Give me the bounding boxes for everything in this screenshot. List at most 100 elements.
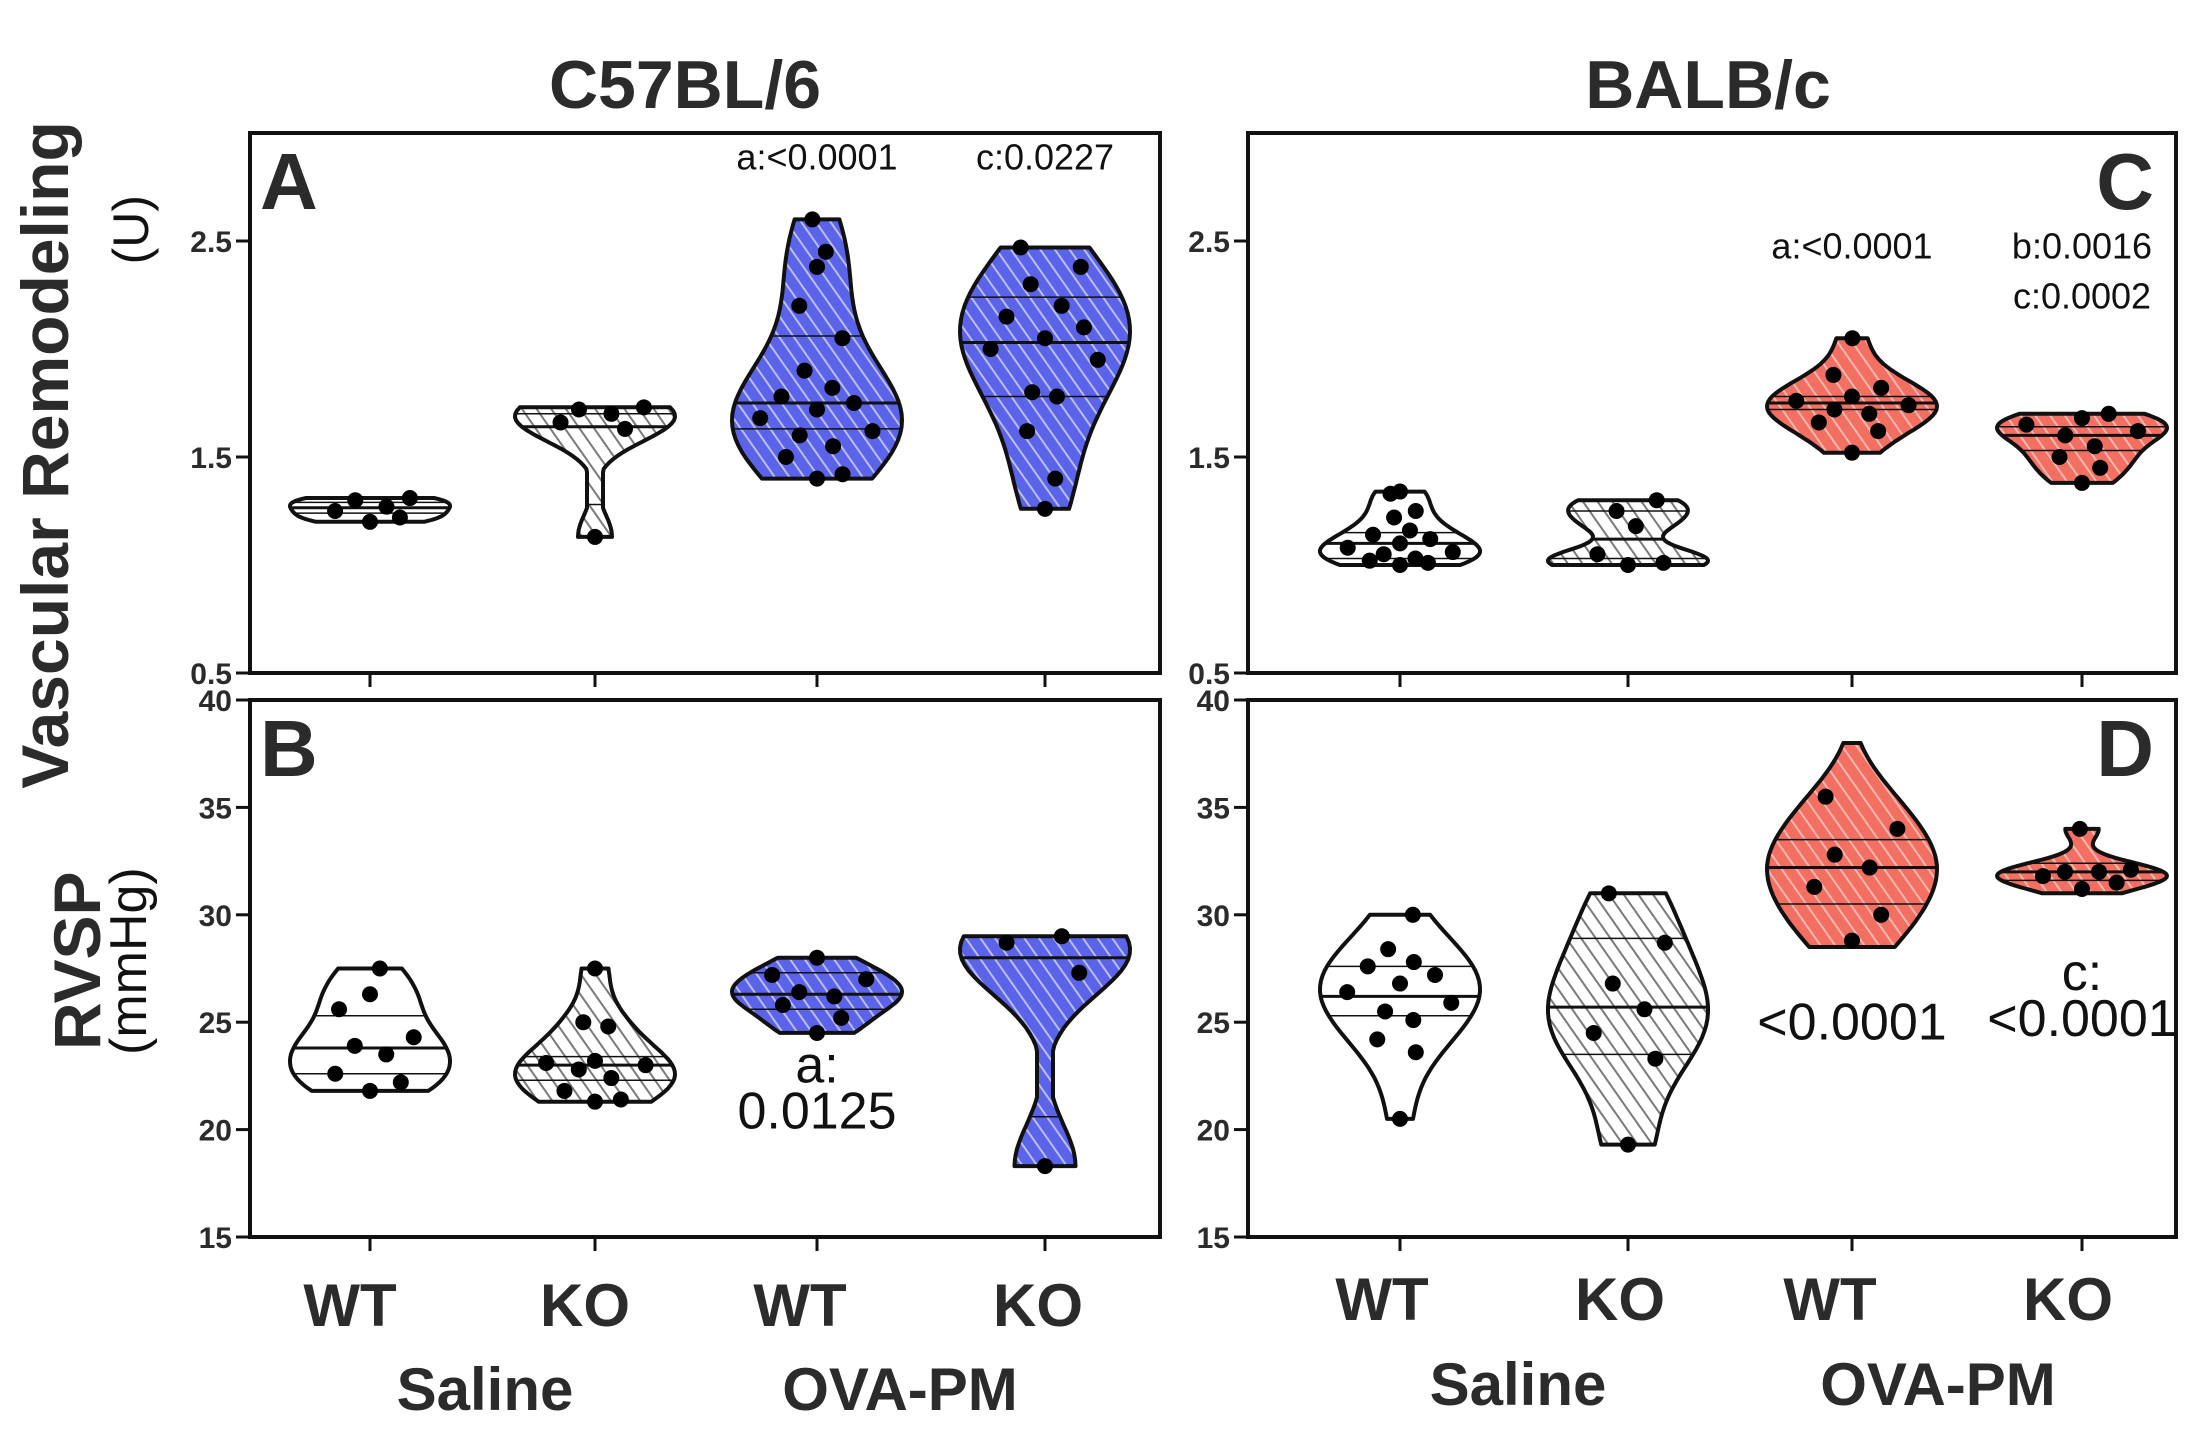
data-point (1392, 535, 1408, 552)
data-point (998, 934, 1015, 951)
data-point (1386, 509, 1403, 526)
violin-body (1765, 741, 1939, 949)
data-point (1022, 276, 1039, 293)
x-label-ko-ova-c57: KO (993, 1272, 1083, 1339)
y-tick-label: 35 (199, 792, 232, 825)
violin-ko-ova-pm (958, 928, 1132, 1175)
data-point (1427, 966, 1444, 983)
data-point (1419, 554, 1436, 571)
data-point (809, 258, 825, 275)
data-point (1089, 351, 1106, 368)
data-point (1870, 423, 1887, 440)
data-point (2108, 874, 2125, 891)
x-axis-labels-c57: WT KO WT KO Saline OVA-PM (303, 1272, 1083, 1423)
data-point (2122, 861, 2139, 878)
data-point (371, 960, 388, 977)
data-point (1365, 526, 1382, 543)
data-point (1369, 1031, 1386, 1048)
panel-letter: A (260, 137, 318, 226)
violin-body (1318, 489, 1482, 567)
violin-wt-saline (1318, 483, 1482, 573)
y-tick-label: 1.5 (1188, 442, 1230, 475)
data-point (774, 997, 791, 1014)
data-point (587, 960, 603, 977)
y-tick-label: 30 (1197, 900, 1230, 933)
data-point (1377, 1003, 1394, 1020)
data-point (1608, 503, 1625, 519)
data-point (603, 1070, 620, 1087)
data-point (587, 528, 603, 545)
violin-body (513, 966, 677, 1104)
data-point (1392, 483, 1408, 500)
violin-body (288, 966, 452, 1093)
data-point (1656, 934, 1673, 951)
data-point (570, 401, 587, 418)
p-value-annotation: c:0.0002 (2013, 275, 2151, 316)
data-point (1401, 522, 1418, 539)
data-point (587, 1052, 603, 1069)
y-tick-label: 40 (199, 685, 232, 718)
data-point (1604, 975, 1621, 992)
condition-label-ova-balb: OVA-PM (1820, 1351, 2056, 1418)
data-point (2034, 868, 2051, 885)
panel-b: 15 20 25 30 35 40 Ba:0.0125 (199, 685, 1162, 1255)
y-axis-unit-bottom: (mmHg) (100, 867, 158, 1055)
data-point (1053, 297, 1070, 314)
violin-body (1546, 498, 1710, 567)
data-point (1405, 1012, 1422, 1029)
data-point (1806, 878, 1823, 895)
data-point (834, 466, 851, 483)
p-value-annotation: <0.0001 (1987, 990, 2176, 1048)
y-tick-label: 20 (1197, 1115, 1230, 1148)
violin-wt-saline (288, 490, 452, 530)
data-point (1600, 885, 1617, 902)
data-point (1620, 1136, 1636, 1153)
violin-body (730, 217, 904, 481)
data-point (2091, 863, 2108, 880)
y-axis-unit-top: (U) (103, 195, 159, 264)
p-value-annotation: <0.0001 (1757, 993, 1946, 1051)
data-point (1359, 958, 1376, 975)
data-point (1071, 964, 1088, 981)
x-label-wt-ova-balb: WT (1783, 1266, 1876, 1333)
data-point (804, 211, 821, 228)
data-point (1407, 503, 1424, 519)
data-point (362, 1082, 378, 1099)
y-tick-label: 25 (1197, 1007, 1230, 1040)
data-point (1375, 546, 1392, 563)
data-point (1361, 552, 1378, 569)
condition-label-ova-c57: OVA-PM (782, 1356, 1018, 1423)
data-point (1053, 928, 1070, 945)
data-point (635, 399, 652, 416)
data-point (824, 379, 841, 396)
violin-ko-saline (513, 960, 677, 1110)
y-axis-title-top-main: Vascular Remodeling (8, 121, 82, 789)
data-point (998, 308, 1015, 325)
panel-frame (1246, 698, 2178, 1239)
data-point (2129, 423, 2146, 440)
violin-ko-saline (1546, 492, 1710, 573)
data-point (1380, 941, 1397, 958)
data-point (1873, 379, 1890, 396)
condition-label-saline-c57: Saline (397, 1356, 574, 1423)
data-point (392, 1074, 409, 1091)
y-tick-label: 25 (199, 1007, 232, 1040)
data-point (2086, 438, 2103, 455)
data-point (1405, 954, 1422, 971)
x-label-wt-saline-balb: WT (1335, 1266, 1428, 1333)
data-point (809, 470, 825, 487)
panel-frame (248, 131, 1162, 675)
p-value-annotation: a: (795, 1036, 838, 1094)
data-point (846, 395, 863, 411)
data-point (1392, 975, 1408, 992)
data-point (1075, 319, 1092, 336)
data-point (378, 498, 395, 515)
violin-body (958, 245, 1132, 511)
data-point (1589, 546, 1606, 563)
p-value-annotation: 0.0125 (737, 1082, 896, 1140)
data-point (809, 1024, 825, 1041)
data-point (1422, 531, 1439, 548)
data-point (1585, 1024, 1602, 1041)
data-point (1627, 518, 1644, 535)
data-point (1648, 492, 1665, 509)
